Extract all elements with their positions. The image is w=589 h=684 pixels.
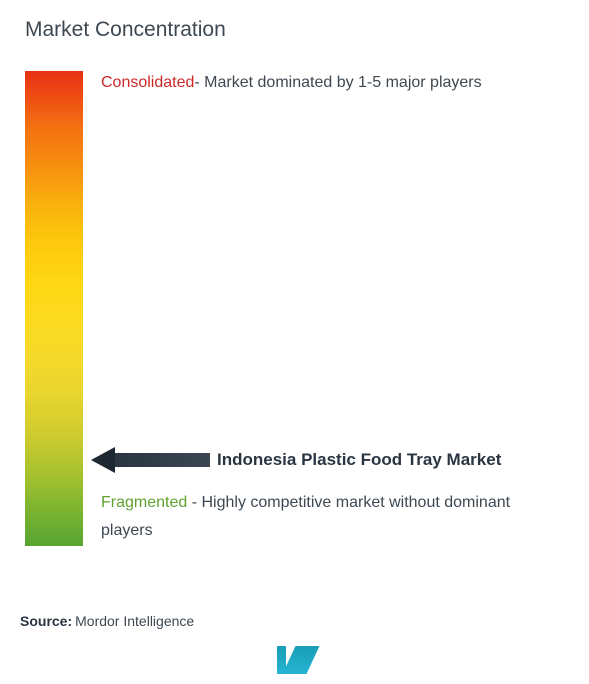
source-label: Source: bbox=[20, 613, 72, 629]
content-area: Consolidated- Market dominated by 1-5 ma… bbox=[20, 66, 569, 546]
consolidated-description: - Market dominated by 1-5 major players bbox=[194, 74, 481, 91]
page-title: Market Concentration bbox=[25, 18, 569, 42]
fragmented-keyword: Fragmented bbox=[101, 494, 187, 511]
source-text: Mordor Intelligence bbox=[75, 613, 194, 629]
fragmented-label: Fragmented - Highly competitive market w… bbox=[101, 489, 559, 545]
concentration-gradient-bar bbox=[25, 71, 83, 546]
source-area: Source:Mordor Intelligence bbox=[20, 613, 194, 629]
arrow-body bbox=[115, 453, 210, 467]
labels-area: Consolidated- Market dominated by 1-5 ma… bbox=[101, 71, 569, 546]
arrow-icon bbox=[91, 447, 210, 473]
arrow-head bbox=[91, 447, 115, 473]
consolidated-keyword: Consolidated bbox=[101, 74, 194, 91]
consolidated-label: Consolidated- Market dominated by 1-5 ma… bbox=[101, 74, 559, 92]
mordor-logo-icon bbox=[277, 646, 313, 674]
logo-parallelogram bbox=[282, 646, 319, 674]
market-name: Indonesia Plastic Food Tray Market bbox=[217, 450, 501, 470]
market-indicator: Indonesia Plastic Food Tray Market bbox=[91, 447, 501, 473]
